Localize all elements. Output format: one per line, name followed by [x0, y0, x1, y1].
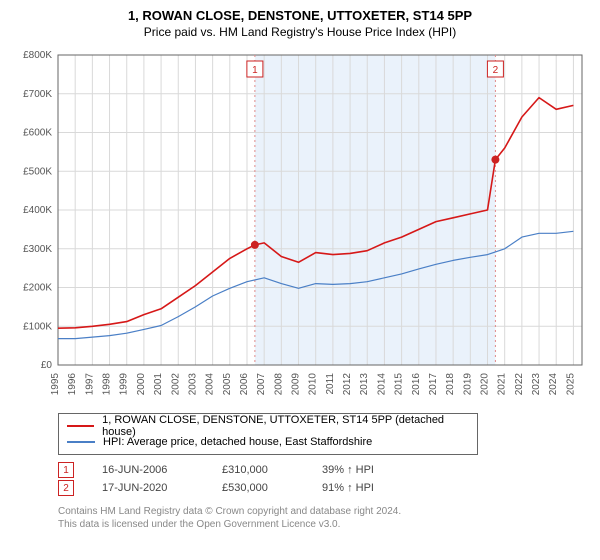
svg-text:2010: 2010	[308, 373, 319, 396]
svg-text:2022: 2022	[514, 373, 525, 396]
svg-text:1: 1	[252, 65, 258, 76]
sale-marker-number: 1	[58, 462, 74, 478]
legend-swatch	[67, 441, 95, 443]
sales-table: 1 16-JUN-2006£310,00039% ↑ HPI 2 17-JUN-202…	[58, 461, 590, 497]
svg-text:2013: 2013	[359, 373, 370, 396]
svg-text:2012: 2012	[342, 373, 353, 396]
svg-text:2005: 2005	[222, 373, 233, 396]
line-chart: £0 £100K £200K £300K £400K £500K £600K £700K £80…	[10, 45, 590, 405]
sale-row: 2 17-JUN-2020£530,00091% ↑ HPI	[58, 479, 590, 497]
legend-row: 1, ROWAN CLOSE, DENSTONE, UTTOXETER, ST1…	[67, 418, 469, 434]
svg-text:£300K: £300K	[23, 244, 52, 255]
sale-date: 17-JUN-2020	[102, 482, 222, 494]
svg-text:2011: 2011	[325, 373, 336, 395]
svg-text:1998: 1998	[102, 373, 113, 396]
svg-text:2007: 2007	[256, 373, 267, 396]
svg-text:2024: 2024	[548, 373, 559, 396]
legend: 1, ROWAN CLOSE, DENSTONE, UTTOXETER, ST1…	[58, 413, 478, 455]
sale-hpi: 39% ↑ HPI	[322, 464, 422, 476]
svg-text:2025: 2025	[565, 373, 576, 396]
svg-text:£700K: £700K	[23, 89, 52, 100]
chart-title: 1, ROWAN CLOSE, DENSTONE, UTTOXETER, ST1…	[10, 8, 590, 23]
svg-text:2019: 2019	[462, 373, 473, 396]
svg-text:2: 2	[493, 65, 499, 76]
footer-line: Contains HM Land Registry data © Crown c…	[58, 505, 590, 518]
svg-text:1996: 1996	[67, 373, 78, 396]
svg-text:2015: 2015	[394, 373, 405, 396]
svg-text:£600K: £600K	[23, 128, 52, 139]
svg-text:2021: 2021	[497, 373, 508, 396]
svg-text:2004: 2004	[205, 373, 216, 396]
svg-text:2001: 2001	[153, 373, 164, 396]
legend-label: HPI: Average price, detached house, East…	[103, 436, 372, 448]
svg-text:£100K: £100K	[23, 321, 52, 332]
svg-text:£800K: £800K	[23, 50, 52, 61]
legend-swatch	[67, 425, 94, 427]
svg-text:1997: 1997	[84, 373, 95, 396]
sale-hpi: 91% ↑ HPI	[322, 482, 422, 494]
svg-text:£0: £0	[41, 360, 53, 371]
svg-text:1999: 1999	[119, 373, 130, 396]
svg-text:£400K: £400K	[23, 205, 52, 216]
legend-label: 1, ROWAN CLOSE, DENSTONE, UTTOXETER, ST1…	[102, 414, 469, 438]
sale-price: £310,000	[222, 464, 322, 476]
chart-subtitle: Price paid vs. HM Land Registry's House …	[10, 25, 590, 39]
svg-text:£500K: £500K	[23, 166, 52, 177]
footer-attribution: Contains HM Land Registry data © Crown c…	[58, 505, 590, 531]
sale-price: £530,000	[222, 482, 322, 494]
svg-text:£200K: £200K	[23, 283, 52, 294]
svg-text:2016: 2016	[411, 373, 422, 396]
chart-area: £0 £100K £200K £300K £400K £500K £600K £700K £80…	[10, 45, 590, 405]
svg-text:2014: 2014	[376, 373, 387, 396]
svg-text:2017: 2017	[428, 373, 439, 396]
svg-text:2003: 2003	[187, 373, 198, 396]
footer-line: This data is licensed under the Open Gov…	[58, 518, 590, 531]
svg-text:2023: 2023	[531, 373, 542, 396]
svg-text:2002: 2002	[170, 373, 181, 396]
svg-text:2009: 2009	[291, 373, 302, 396]
svg-text:2020: 2020	[480, 373, 491, 396]
sale-row: 1 16-JUN-2006£310,00039% ↑ HPI	[58, 461, 590, 479]
svg-text:1995: 1995	[50, 373, 61, 396]
sale-date: 16-JUN-2006	[102, 464, 222, 476]
svg-text:2006: 2006	[239, 373, 250, 396]
sale-marker-number: 2	[58, 480, 74, 496]
svg-text:2018: 2018	[445, 373, 456, 396]
svg-text:2008: 2008	[273, 373, 284, 396]
svg-text:2000: 2000	[136, 373, 147, 396]
chart-container: 1, ROWAN CLOSE, DENSTONE, UTTOXETER, ST1…	[0, 0, 600, 560]
